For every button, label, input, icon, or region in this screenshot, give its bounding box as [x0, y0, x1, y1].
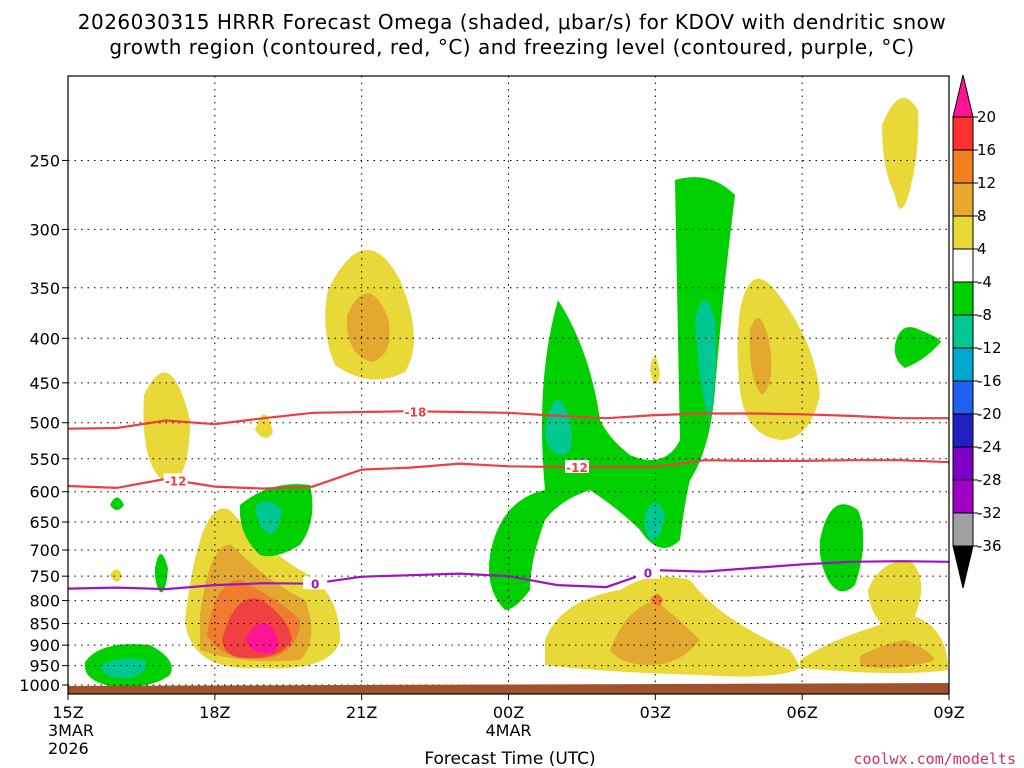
colorbar-label: -8 — [977, 306, 992, 324]
colorbar-segment — [952, 314, 974, 349]
x-tick-label: 15Z — [52, 703, 83, 722]
omega-shading — [84, 98, 948, 687]
contour-label-bg — [565, 459, 590, 473]
colorbar-label: -4 — [977, 273, 992, 291]
y-tick-label: 750 — [29, 567, 60, 586]
colorbar-segment — [952, 380, 974, 415]
y-axis: 250 300 350 400 450 500 550 600 650 700 750 800 850 9… — [19, 151, 68, 695]
colorbar-segment — [952, 347, 974, 382]
colorbar-segment — [952, 479, 974, 514]
colorbar-label: -12 — [977, 339, 1002, 357]
contour-label-bg — [403, 404, 428, 418]
x-tick-label: 00Z — [493, 703, 524, 722]
contour-freezing_0 — [67, 560, 950, 591]
colorbar-label: -28 — [977, 471, 1002, 489]
colorbar-segment — [952, 215, 974, 250]
x-axis-label: Forecast Time (UTC) — [424, 749, 595, 768]
colorbar-segment — [952, 512, 974, 547]
credit-text: coolwx.com/modelts — [853, 750, 1016, 768]
y-tick-label: 550 — [29, 450, 60, 469]
y-tick-label: 400 — [29, 329, 60, 348]
colorbar-segment — [952, 446, 974, 481]
y-tick-label: 500 — [29, 414, 60, 433]
y-tick-label: 250 — [29, 151, 60, 170]
y-tick-label: 800 — [29, 592, 60, 611]
colorbar-label: 16 — [977, 141, 996, 159]
colorbar-segment — [952, 413, 974, 448]
contour-label: -12 — [165, 474, 187, 488]
colorbar-label: -32 — [977, 504, 1002, 522]
colorbar-label: -24 — [977, 438, 1002, 456]
contour-dgz_-18 — [67, 410, 949, 430]
colorbar-label: 12 — [977, 174, 996, 192]
contour-label: 0 — [311, 577, 319, 591]
plot-area: -18 -12 -12 0 0 — [67, 75, 950, 695]
x-tick-label: 06Z — [787, 703, 818, 722]
contour-label-bg — [163, 473, 188, 487]
terrain-band — [68, 683, 949, 694]
y-tick-label: 450 — [29, 374, 60, 393]
contour-label-bg — [635, 565, 660, 579]
x-tick-year: 2026 — [48, 739, 89, 758]
colorbar-label: -36 — [977, 537, 1002, 555]
contour-label: 0 — [644, 567, 652, 581]
chart-title-line1: 2026030315 HRRR Forecast Omega (shaded, … — [78, 10, 946, 34]
y-tick-label: 900 — [29, 636, 60, 655]
contour-label-bg — [303, 576, 328, 590]
colorbar-label: -20 — [977, 405, 1002, 423]
x-tick-label: 18Z — [199, 703, 230, 722]
y-tick-label: 700 — [29, 541, 60, 560]
x-tick-date: 3MAR — [48, 721, 94, 740]
colorbar-segment — [952, 248, 974, 283]
y-tick-label: 650 — [29, 513, 60, 532]
y-tick-label: 300 — [29, 220, 60, 239]
colorbar-segment — [952, 116, 974, 151]
contour-dgz_-12 — [67, 459, 950, 490]
colorbar-bottom-triangle — [952, 545, 974, 589]
x-tick-label: 09Z — [933, 703, 964, 722]
colorbar-label: 20 — [977, 108, 996, 126]
colorbar-top-triangle — [952, 74, 974, 118]
contour-label: -12 — [566, 461, 588, 475]
y-tick-label: 950 — [29, 657, 60, 676]
chart-title-line2: growth region (contoured, red, °C) and f… — [109, 35, 914, 59]
contour-lines: -18 -12 -12 0 0 — [67, 404, 950, 591]
colorbar-label: -16 — [977, 372, 1002, 390]
y-tick-label: 600 — [29, 483, 60, 502]
colorbar-label: 8 — [977, 207, 987, 225]
x-tick-label: 21Z — [346, 703, 377, 722]
y-tick-label: 1000 — [19, 676, 60, 695]
y-tick-label: 350 — [29, 279, 60, 298]
colorbar-segment — [952, 182, 974, 217]
colorbar-segment — [952, 281, 974, 316]
colorbar-label: 4 — [977, 240, 987, 258]
contour-label: -18 — [405, 405, 427, 419]
y-tick-label: 850 — [29, 615, 60, 634]
colorbar-segment — [952, 149, 974, 184]
x-tick-label: 03Z — [640, 703, 671, 722]
colorbar: 20 16 12 8 4 -4 -8 -12 -16 -20 -24 -28 -32 -36 — [952, 74, 1002, 589]
x-tick-date: 4MAR — [485, 721, 531, 740]
